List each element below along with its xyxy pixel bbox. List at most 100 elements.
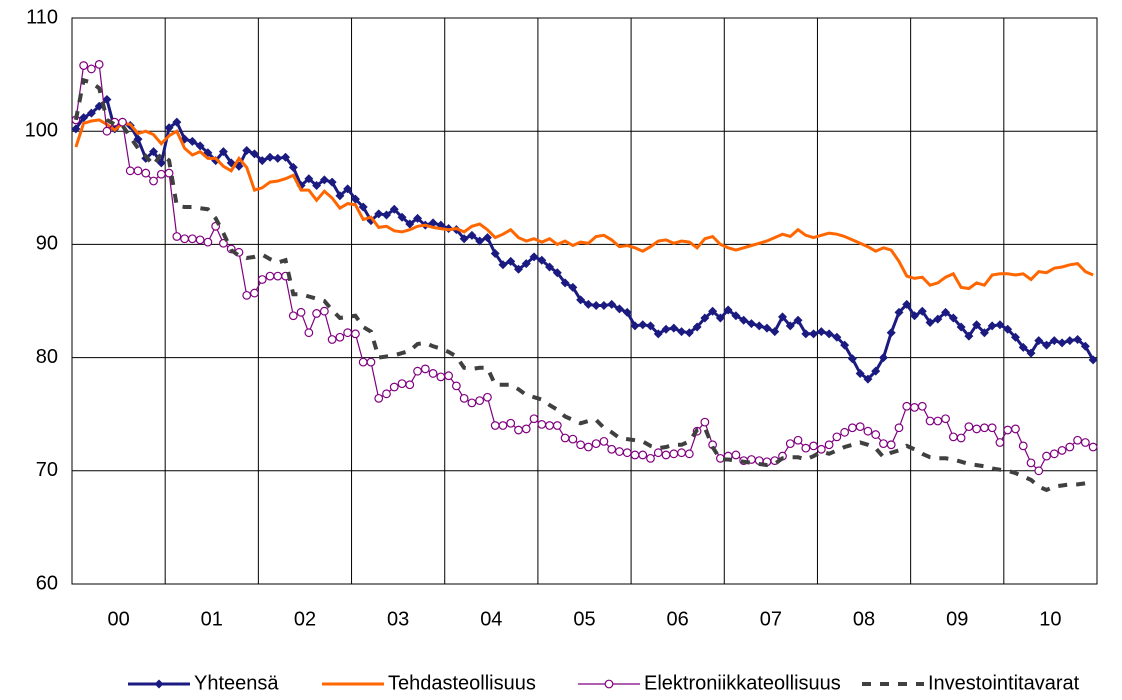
- point-marker: [374, 209, 384, 219]
- point-marker: [878, 353, 888, 363]
- point-marker: [257, 156, 267, 166]
- point-marker: [467, 230, 477, 240]
- point-marker: [1018, 441, 1028, 451]
- legend-label: Investointitavarat: [928, 672, 1080, 694]
- point-marker: [630, 450, 640, 460]
- point-marker: [521, 424, 531, 434]
- point-marker: [343, 328, 353, 338]
- point-marker: [886, 440, 896, 450]
- point-marker: [770, 327, 780, 337]
- point-marker: [1026, 458, 1036, 468]
- point-marker: [483, 392, 492, 402]
- point-marker: [677, 327, 687, 337]
- point-marker: [809, 441, 818, 451]
- point-marker: [824, 329, 834, 339]
- point-marker: [498, 421, 508, 430]
- point-marker: [910, 311, 920, 321]
- point-marker: [351, 329, 360, 339]
- point-marker: [591, 301, 601, 311]
- legend-label: Elektroniikkateollisuus: [644, 672, 841, 694]
- point-marker: [614, 304, 624, 314]
- point-marker: [312, 309, 322, 318]
- point-marker: [1034, 466, 1044, 476]
- y-tick-label: 80: [36, 346, 58, 368]
- x-tick-label: 09: [946, 608, 968, 630]
- point-marker: [1003, 425, 1013, 435]
- series-line: [73, 77, 1094, 493]
- point-marker: [902, 299, 912, 309]
- point-marker: [987, 423, 997, 433]
- point-marker: [995, 320, 1005, 330]
- point-marker: [863, 374, 873, 384]
- x-tick-label: 04: [480, 608, 502, 630]
- point-marker: [164, 123, 174, 133]
- point-marker: [195, 235, 205, 245]
- point-marker: [615, 447, 624, 456]
- point-marker: [87, 64, 96, 74]
- point-marker: [910, 403, 919, 412]
- point-marker: [576, 440, 586, 450]
- y-tick-label: 60: [36, 572, 58, 594]
- point-marker: [1042, 340, 1052, 350]
- point-marker: [661, 324, 671, 334]
- point-marker: [475, 396, 485, 406]
- point-marker: [917, 306, 927, 316]
- y-tick-label: 110: [26, 6, 58, 28]
- point-marker: [646, 453, 655, 463]
- point-marker: [133, 166, 143, 176]
- point-marker: [86, 108, 96, 118]
- point-marker: [513, 264, 523, 274]
- point-marker: [568, 282, 578, 292]
- point-marker: [902, 401, 912, 411]
- legend-label: Tehdasteollisuus: [388, 672, 536, 694]
- point-marker: [1011, 424, 1020, 434]
- point-marker: [180, 234, 189, 244]
- point-marker: [583, 442, 593, 452]
- point-marker: [840, 340, 850, 350]
- point-marker: [731, 311, 741, 321]
- point-marker: [638, 450, 648, 460]
- point-marker: [374, 393, 384, 403]
- point-marker: [1049, 449, 1059, 459]
- point-marker: [599, 301, 609, 311]
- point-marker: [568, 434, 578, 444]
- point-marker: [754, 321, 764, 331]
- point-marker: [708, 306, 718, 316]
- point-marker: [762, 323, 772, 333]
- point-marker: [1073, 435, 1082, 445]
- point-marker: [1073, 334, 1083, 344]
- point-marker: [979, 328, 989, 338]
- point-marker: [653, 448, 663, 458]
- point-marker: [149, 147, 159, 157]
- legend-marker: [154, 679, 164, 689]
- point-marker: [428, 218, 438, 228]
- point-marker: [1057, 446, 1067, 455]
- point-marker: [1042, 451, 1051, 461]
- point-marker: [684, 328, 694, 338]
- point-marker: [156, 169, 166, 179]
- point-marker: [288, 311, 298, 321]
- point-marker: [249, 149, 259, 159]
- point-marker: [451, 381, 461, 391]
- point-marker: [172, 117, 182, 127]
- point-marker: [700, 417, 710, 427]
- point-marker: [847, 354, 857, 364]
- point-marker: [785, 439, 795, 449]
- point-marker: [692, 322, 702, 332]
- point-marker: [832, 332, 842, 342]
- point-marker: [490, 248, 500, 258]
- point-marker: [809, 329, 819, 339]
- point-marker: [855, 368, 865, 378]
- point-marker: [684, 449, 694, 459]
- x-tick-label: 08: [853, 608, 875, 630]
- point-marker: [715, 313, 725, 323]
- point-marker: [118, 117, 127, 127]
- point-marker: [948, 432, 958, 442]
- point-marker: [203, 237, 213, 247]
- point-marker: [358, 202, 368, 212]
- point-marker: [475, 236, 485, 246]
- point-marker: [350, 194, 360, 204]
- point-marker: [156, 158, 166, 168]
- point-marker: [855, 422, 865, 432]
- point-marker: [545, 262, 555, 272]
